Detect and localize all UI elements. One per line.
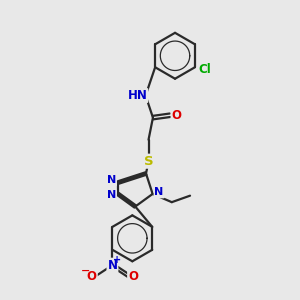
Text: N: N [107, 175, 116, 185]
Text: O: O [172, 109, 182, 122]
Text: O: O [128, 270, 138, 283]
Text: N: N [107, 190, 116, 200]
Text: −: − [81, 266, 91, 276]
Text: N: N [107, 259, 117, 272]
Text: +: + [112, 255, 121, 265]
Text: HN: HN [128, 89, 147, 102]
Text: S: S [144, 155, 153, 168]
Text: O: O [87, 270, 97, 283]
Text: Cl: Cl [198, 63, 211, 76]
Text: N: N [154, 188, 164, 197]
